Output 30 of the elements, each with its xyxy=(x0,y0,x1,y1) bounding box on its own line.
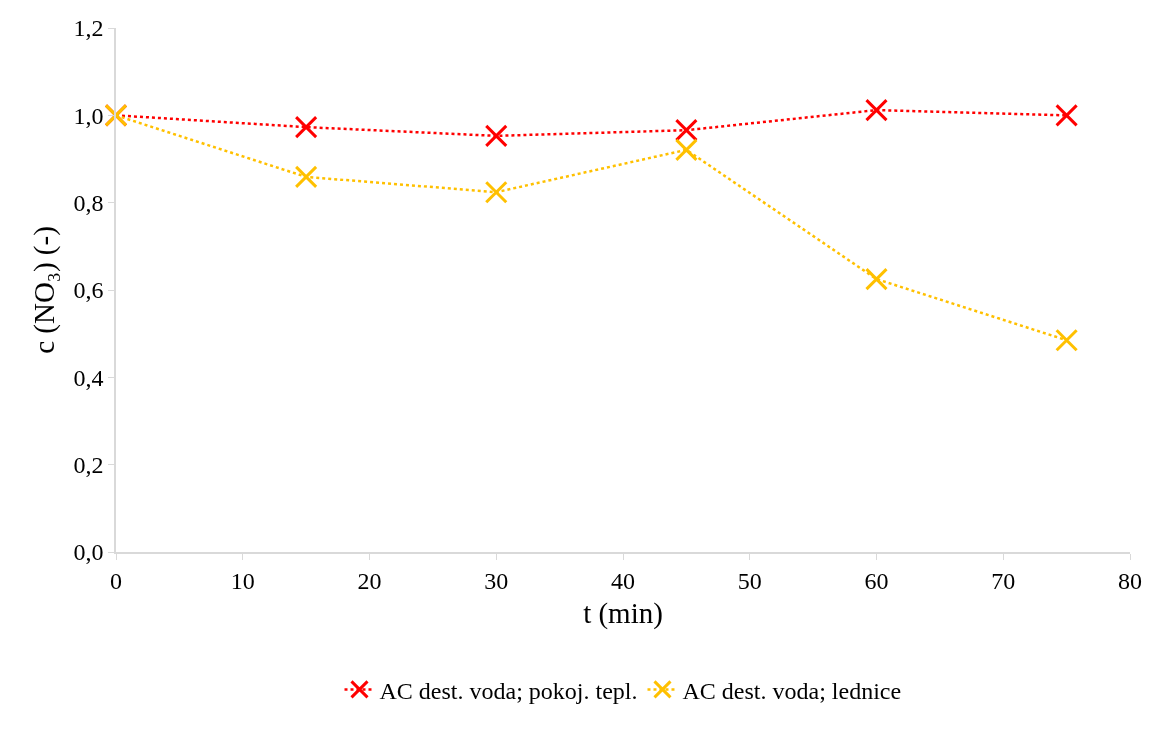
point xyxy=(1055,103,1079,127)
x-tick-label: 0 xyxy=(110,567,122,594)
y-axis-title: c (NO₃) (-) xyxy=(28,226,62,354)
y-tick-label: 0,8 xyxy=(73,190,104,217)
point xyxy=(674,118,698,142)
x-tick-label: 70 xyxy=(991,567,1016,594)
x-tick-label: 60 xyxy=(864,567,889,594)
point xyxy=(865,98,888,122)
point xyxy=(674,138,698,162)
point xyxy=(1055,328,1079,352)
y-tick-label: 1,0 xyxy=(73,102,104,129)
y-tick-label: 0,2 xyxy=(73,452,104,479)
x-tick-label: 10 xyxy=(230,567,255,594)
y-tick-label: 0,6 xyxy=(73,277,104,304)
point xyxy=(294,165,318,189)
y-tick-label: 1,2 xyxy=(73,15,104,42)
point xyxy=(484,180,508,204)
x-tick-label: 30 xyxy=(484,567,509,594)
point xyxy=(484,124,508,148)
x-tick-label: 40 xyxy=(611,567,635,594)
legend-label: AC dest. voda; pokoj. tepl. xyxy=(379,677,638,704)
x-tick-label: 80 xyxy=(1118,567,1142,594)
y-tick-label: 0,0 xyxy=(73,539,104,566)
x-tick-label: 20 xyxy=(357,567,382,594)
y-tick-label: 0,4 xyxy=(73,364,104,391)
legend-label: AC dest. voda; lednice xyxy=(682,677,902,704)
x-tick-label: 50 xyxy=(737,567,762,594)
point xyxy=(865,267,888,291)
point xyxy=(294,115,318,139)
x-axis-title: t (min) xyxy=(583,596,663,630)
